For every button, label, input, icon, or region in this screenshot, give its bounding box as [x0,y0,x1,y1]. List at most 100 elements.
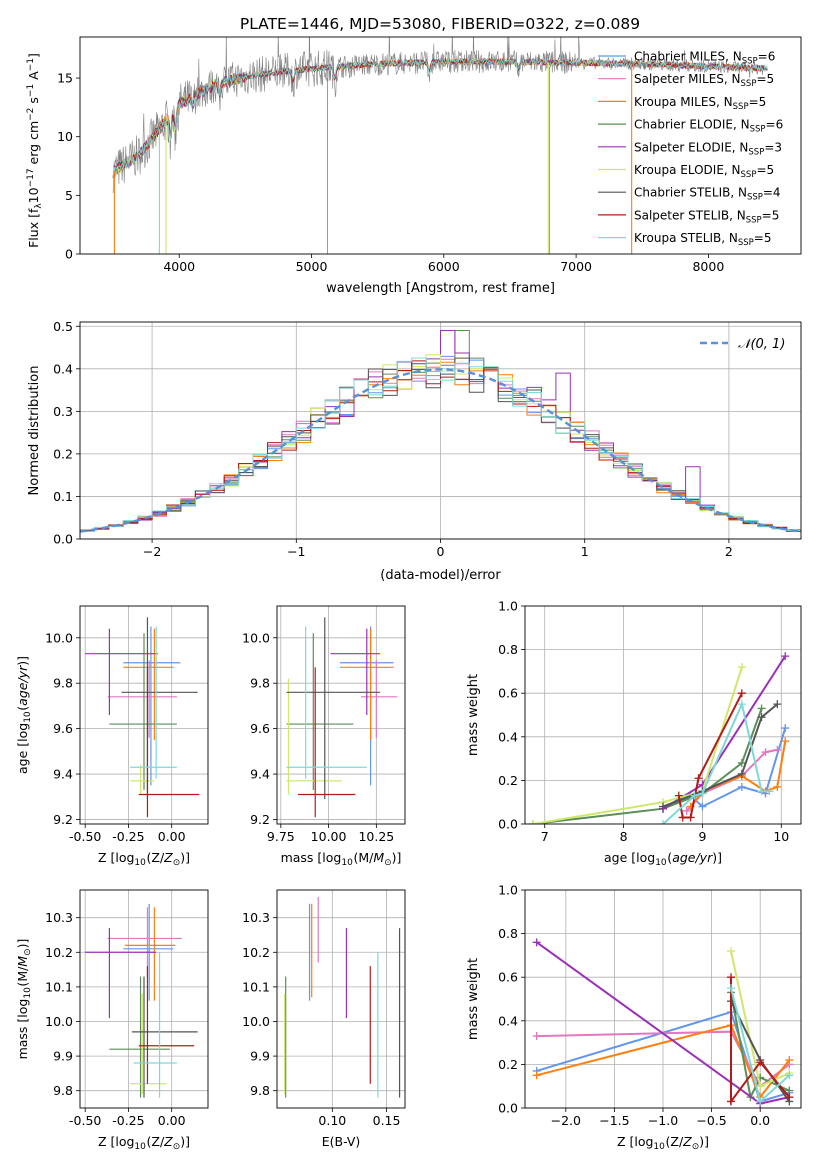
x-tick-label: −0.5 [696,1113,726,1128]
x-tick-label: 9 [698,829,706,844]
y-axis-label: mass weight [466,674,481,756]
panel-weight_vs_age: 7 8 9 10 0.0 0.2 0.4 0.6 0.8 1.0 age [log10 (age/y… [466,599,802,868]
plot-area-weight_vs_age [525,606,801,824]
y-tick-label: 9.2 [250,812,270,827]
normal-curve [80,368,801,533]
errorbar-salpeter-miles [107,907,183,977]
weight-marker [682,806,691,815]
y-tick-label: 9.4 [53,767,73,782]
errorbar-kroupa-miles [124,907,176,1001]
y-tick-label: 0.8 [498,642,518,657]
y-tick-label: 10.2 [45,945,73,960]
axes-frame [79,36,802,255]
legend-entry-chabrier-stelib: Chabrier STELIB, NSSP=4 [634,186,781,203]
axes-frame [524,889,802,1109]
weight-marker [773,745,782,754]
weight-marker [781,724,790,733]
errorbar-salpeter-elodie [85,928,157,1019]
x-tick-label: 5000 [296,259,328,274]
weight-marker [761,748,770,757]
weight-marker [785,1056,794,1065]
y-tick-label: 0.0 [53,532,73,547]
x-axis-label: age [log10 (age/yr)] [604,850,722,868]
errorbar-kroupa-stelib [133,952,177,1098]
legend-entry-chabrier-miles: Chabrier MILES, NSSP=6 [634,50,775,67]
errorbar-kroupa-elodie [130,993,167,1095]
errorbar-salpeter-miles [107,660,177,738]
x-tick-label: 10.00 [311,829,347,844]
panel-mass_vs_ebv: 0.10 0.15 9.8 9.9 10.0 10.1 10.2 10.3 E(B-V) [242,889,406,1149]
errorbar-chabrier-elodie [109,633,177,790]
axes-frame [79,321,802,540]
errorbar-salpeter-elodie [330,628,381,715]
y-tick-label: 10.0 [45,1014,73,1029]
x-tick-label: -0.50 [69,829,101,844]
legend-entry-chabrier-elodie: Chabrier ELODIE, NSSP=6 [634,118,783,135]
weight-marker [727,984,736,993]
weight-marker [785,1071,794,1080]
y-axis-label: Normed distribution [27,366,42,496]
y-tick-label: 9.6 [53,721,73,736]
plot-area-age_vs_mass [277,606,405,824]
weight-marker [756,1082,765,1091]
x-tick-label: 1 [581,544,589,559]
weight-marker [756,1097,765,1106]
y-tick-label: 0.0 [498,1101,518,1116]
legend-entry-kroupa-elodie: Kroupa ELODIE, NSSP=5 [634,163,774,180]
weight-marker [757,713,766,722]
y-tick-label: 5 [65,188,73,203]
x-tick-label: 8000 [692,259,724,274]
x-axis-label: Z [log10 (Z/Z⊙)] [98,850,190,868]
y-tick-label: 0.1 [53,489,73,504]
weight-line-kroupa-elodie [532,666,743,824]
weight-marker [686,813,695,822]
weight-marker [756,1058,765,1067]
weight-marker [694,774,703,783]
axes-frame [276,889,406,1109]
legend-entry-salpeter-stelib: Salpeter STELIB, NSSP=5 [634,208,779,225]
x-tick-label: 10.25 [358,829,394,844]
y-tick-label: 0.8 [498,926,518,941]
y-tick-label: 9.6 [250,721,270,736]
errorbar-chabrier-elodie [286,633,354,790]
x-tick-label: 7 [541,829,549,844]
panel-age_vs_mass: 9.75 10.00 10.25 9.2 9.4 9.6 9.8 10.0 mass [log1… [242,605,406,868]
panel-weight_vs_Z: −2.0 −1.5 −1.0 −0.5 0.0 0.0 0.2 0.4 0.6 0.8 1.0 Z [… [466,883,802,1152]
axes-frame [79,605,209,825]
plot-area-residuals [80,322,801,539]
y-tick-label: 10.3 [242,910,270,925]
weight-marker [674,791,683,800]
x-tick-label: -0.25 [112,829,144,844]
legend-entry-salpeter-elodie: Salpeter ELODIE, NSSP=3 [634,140,782,157]
y-tick-label: 0.3 [53,404,73,419]
errorbar-kroupa-stelib [286,626,367,779]
weight-marker [727,1097,736,1106]
weight-marker [773,782,782,791]
y-tick-label: 0.4 [498,1013,518,1028]
y-axis-label: mass [log10 (M/M⊙)] [15,939,33,1060]
model-spectrum-kroupa-stelib [112,57,768,178]
y-tick-label: 9.8 [250,1083,270,1098]
x-tick-label: −2 [143,544,161,559]
y-tick-label: 0.4 [498,729,518,744]
x-tick-label: 0.0 [750,1113,770,1128]
y-axis-label: age [log10 (age/yr)] [15,656,33,774]
errorbar-salpeter-elodie [85,628,158,715]
x-axis-label: (data-model)/error [380,568,501,583]
y-tick-label: 0.2 [498,1057,518,1072]
weight-line-chabrier-elodie [730,992,790,1101]
weight-marker [781,737,790,746]
weight-line-chabrier-miles [536,1010,790,1103]
y-tick-label: 15 [57,71,73,86]
weight-marker [765,787,774,796]
y-tick-label: 9.9 [250,1049,270,1064]
x-axis-label: Z [log10 (Z/Z⊙)] [98,1134,190,1152]
weight-marker [737,663,746,672]
x-tick-label: 7000 [560,259,592,274]
errorbar-salpeter-stelib [138,966,195,1084]
x-tick-label: 0 [437,544,445,559]
x-tick-label: 6000 [428,259,460,274]
weight-marker [781,652,790,661]
